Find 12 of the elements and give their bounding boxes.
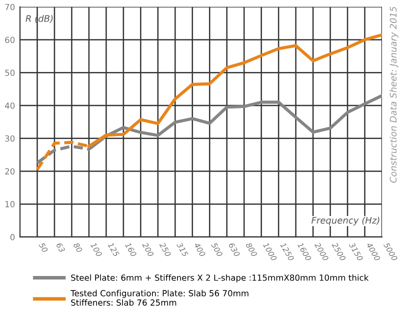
- y-tick-label: 0: [10, 234, 15, 240]
- legend-label: Steel Plate: 6mm + Stiffeners X 2 L-shape :115mmX80mm 10mm thick: [71, 274, 369, 282]
- text: Construction Data Sheet: January 2015: [390, 6, 398, 183]
- x-axis-title: Frequency (Hz): [311, 216, 380, 226]
- y-tick-label: 40: [4, 102, 15, 109]
- legend-label: Tested Configuration: Plate: Slab 56 70mm Stiffeners: Slab 76 25mm: [70, 290, 248, 306]
- y-tick-label: 10: [5, 201, 15, 208]
- y-tick-label: 30: [5, 135, 15, 142]
- y-tick-label: 60: [5, 36, 15, 44]
- y-tick-label: 70: [5, 4, 15, 10]
- y-tick-label: 20: [5, 168, 15, 174]
- y-tick-label: 50: [5, 70, 15, 76]
